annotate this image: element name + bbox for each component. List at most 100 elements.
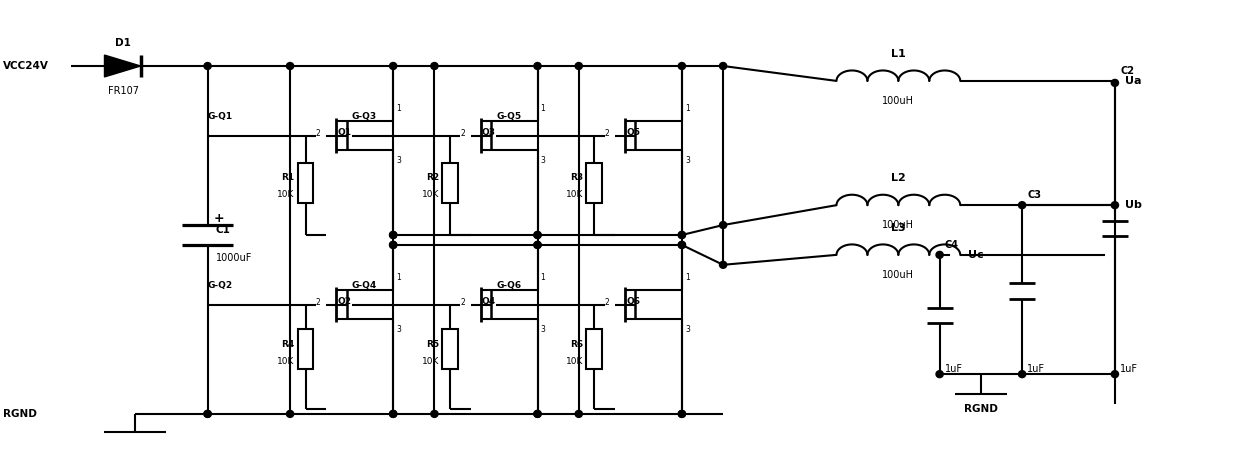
Text: G-Q5: G-Q5 (496, 112, 521, 121)
Text: RGND: RGND (4, 409, 37, 419)
Text: 2: 2 (460, 129, 465, 138)
Circle shape (1111, 202, 1118, 209)
Circle shape (389, 62, 397, 69)
Text: 10K: 10K (278, 190, 295, 199)
Text: 1: 1 (541, 104, 546, 113)
Circle shape (286, 62, 294, 69)
Text: 1uF: 1uF (1120, 364, 1138, 374)
Circle shape (1111, 80, 1118, 86)
Text: 1uF: 1uF (1027, 364, 1045, 374)
Circle shape (678, 241, 686, 248)
Circle shape (678, 411, 686, 418)
Text: L1: L1 (892, 49, 905, 59)
Text: Q6: Q6 (626, 297, 640, 306)
Circle shape (936, 371, 944, 378)
Text: 1000uF: 1000uF (216, 253, 252, 263)
Circle shape (286, 411, 294, 418)
Circle shape (389, 232, 397, 239)
Circle shape (389, 411, 397, 418)
Text: 3: 3 (541, 326, 546, 334)
Text: 10K: 10K (422, 357, 439, 366)
Text: 10K: 10K (278, 357, 295, 366)
Text: G-Q6: G-Q6 (496, 281, 521, 290)
Text: 100uH: 100uH (883, 96, 914, 106)
Text: 1: 1 (397, 104, 401, 113)
Circle shape (389, 411, 397, 418)
Text: G-Q1: G-Q1 (207, 112, 233, 121)
Circle shape (534, 411, 541, 418)
Text: 1: 1 (397, 272, 401, 282)
Text: Ua: Ua (1125, 76, 1142, 86)
Text: R4: R4 (281, 340, 295, 349)
Text: 3: 3 (541, 156, 546, 166)
Circle shape (534, 232, 541, 239)
Circle shape (430, 62, 438, 69)
Text: 3: 3 (397, 156, 402, 166)
Text: G-Q2: G-Q2 (207, 281, 233, 290)
Text: Q1: Q1 (337, 128, 351, 137)
Text: 2: 2 (460, 298, 465, 307)
Text: 2: 2 (605, 129, 609, 138)
Circle shape (389, 241, 397, 248)
Circle shape (719, 62, 727, 69)
Circle shape (678, 411, 686, 418)
Circle shape (534, 241, 541, 248)
Circle shape (534, 411, 541, 418)
Circle shape (678, 232, 686, 239)
Text: 2: 2 (316, 298, 321, 307)
Bar (443, 163, 458, 203)
Text: C4: C4 (945, 240, 959, 250)
Text: 1: 1 (684, 272, 689, 282)
Circle shape (1018, 202, 1025, 209)
Text: 1uF: 1uF (945, 364, 962, 374)
Text: L2: L2 (892, 173, 905, 183)
Circle shape (205, 411, 211, 418)
Text: R2: R2 (425, 173, 439, 182)
Text: R3: R3 (570, 173, 583, 182)
Circle shape (575, 62, 583, 69)
Bar (298, 163, 314, 203)
Text: R6: R6 (570, 340, 583, 349)
Text: R1: R1 (281, 173, 295, 182)
Circle shape (534, 232, 541, 239)
Text: FR107: FR107 (108, 86, 139, 96)
Circle shape (719, 221, 727, 228)
Circle shape (389, 241, 397, 248)
Bar (587, 329, 601, 369)
Text: Q5: Q5 (626, 128, 640, 137)
Text: R5: R5 (425, 340, 439, 349)
Circle shape (575, 411, 583, 418)
Text: 10K: 10K (422, 190, 439, 199)
Bar (587, 163, 601, 203)
Text: 100uH: 100uH (883, 270, 914, 280)
Text: 10K: 10K (565, 357, 583, 366)
Circle shape (936, 252, 944, 259)
Text: 3: 3 (397, 326, 402, 334)
Text: C2: C2 (1120, 66, 1135, 76)
Circle shape (678, 62, 686, 69)
Text: G-Q3: G-Q3 (352, 112, 377, 121)
Text: 2: 2 (316, 129, 321, 138)
Text: 3: 3 (684, 326, 689, 334)
Text: RGND: RGND (963, 404, 998, 414)
Bar (443, 329, 458, 369)
Circle shape (1018, 371, 1025, 378)
Text: G-Q4: G-Q4 (352, 281, 377, 290)
Text: L3: L3 (892, 223, 905, 233)
Text: Ub: Ub (1125, 200, 1142, 210)
Text: 100uH: 100uH (883, 220, 914, 230)
Circle shape (534, 62, 541, 69)
Bar (298, 329, 314, 369)
Circle shape (205, 62, 211, 69)
Text: Q3: Q3 (482, 128, 496, 137)
Polygon shape (104, 55, 140, 77)
Circle shape (719, 261, 727, 268)
Text: Q2: Q2 (337, 297, 351, 306)
Text: +: + (213, 212, 224, 225)
Circle shape (205, 411, 211, 418)
Text: 1: 1 (541, 272, 546, 282)
Circle shape (389, 232, 397, 239)
Text: 2: 2 (605, 298, 609, 307)
Circle shape (678, 241, 686, 248)
Text: 10K: 10K (565, 190, 583, 199)
